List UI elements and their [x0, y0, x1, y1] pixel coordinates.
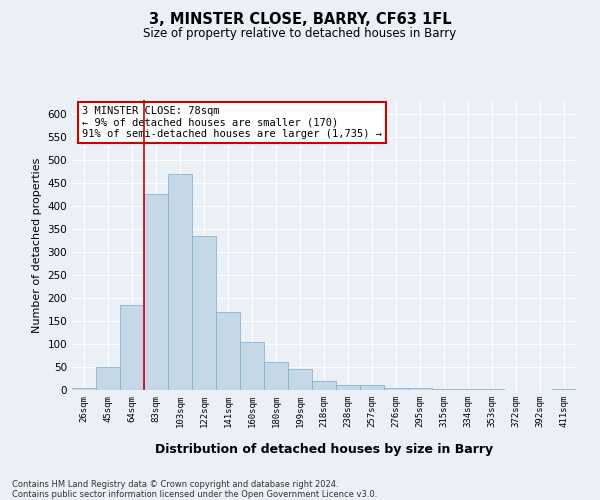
Bar — [456, 389, 480, 390]
Bar — [360, 386, 384, 390]
Bar — [96, 367, 120, 390]
Bar — [264, 362, 288, 390]
Bar — [408, 388, 432, 390]
Bar — [336, 386, 360, 390]
Text: 3, MINSTER CLOSE, BARRY, CF63 1FL: 3, MINSTER CLOSE, BARRY, CF63 1FL — [149, 12, 451, 28]
Bar — [312, 381, 336, 390]
Bar — [384, 388, 408, 390]
Bar — [192, 236, 216, 390]
Bar — [120, 305, 144, 390]
Bar — [168, 174, 192, 390]
Text: Distribution of detached houses by size in Barry: Distribution of detached houses by size … — [155, 442, 493, 456]
Text: 3 MINSTER CLOSE: 78sqm
← 9% of detached houses are smaller (170)
91% of semi-det: 3 MINSTER CLOSE: 78sqm ← 9% of detached … — [82, 106, 382, 139]
Bar — [552, 389, 576, 390]
Text: Contains HM Land Registry data © Crown copyright and database right 2024.
Contai: Contains HM Land Registry data © Crown c… — [12, 480, 377, 500]
Bar — [480, 389, 504, 390]
Bar — [72, 388, 96, 390]
Y-axis label: Number of detached properties: Number of detached properties — [32, 158, 42, 332]
Text: Size of property relative to detached houses in Barry: Size of property relative to detached ho… — [143, 28, 457, 40]
Bar — [288, 370, 312, 390]
Bar — [216, 312, 240, 390]
Bar — [432, 388, 456, 390]
Bar — [240, 342, 264, 390]
Bar — [144, 194, 168, 390]
